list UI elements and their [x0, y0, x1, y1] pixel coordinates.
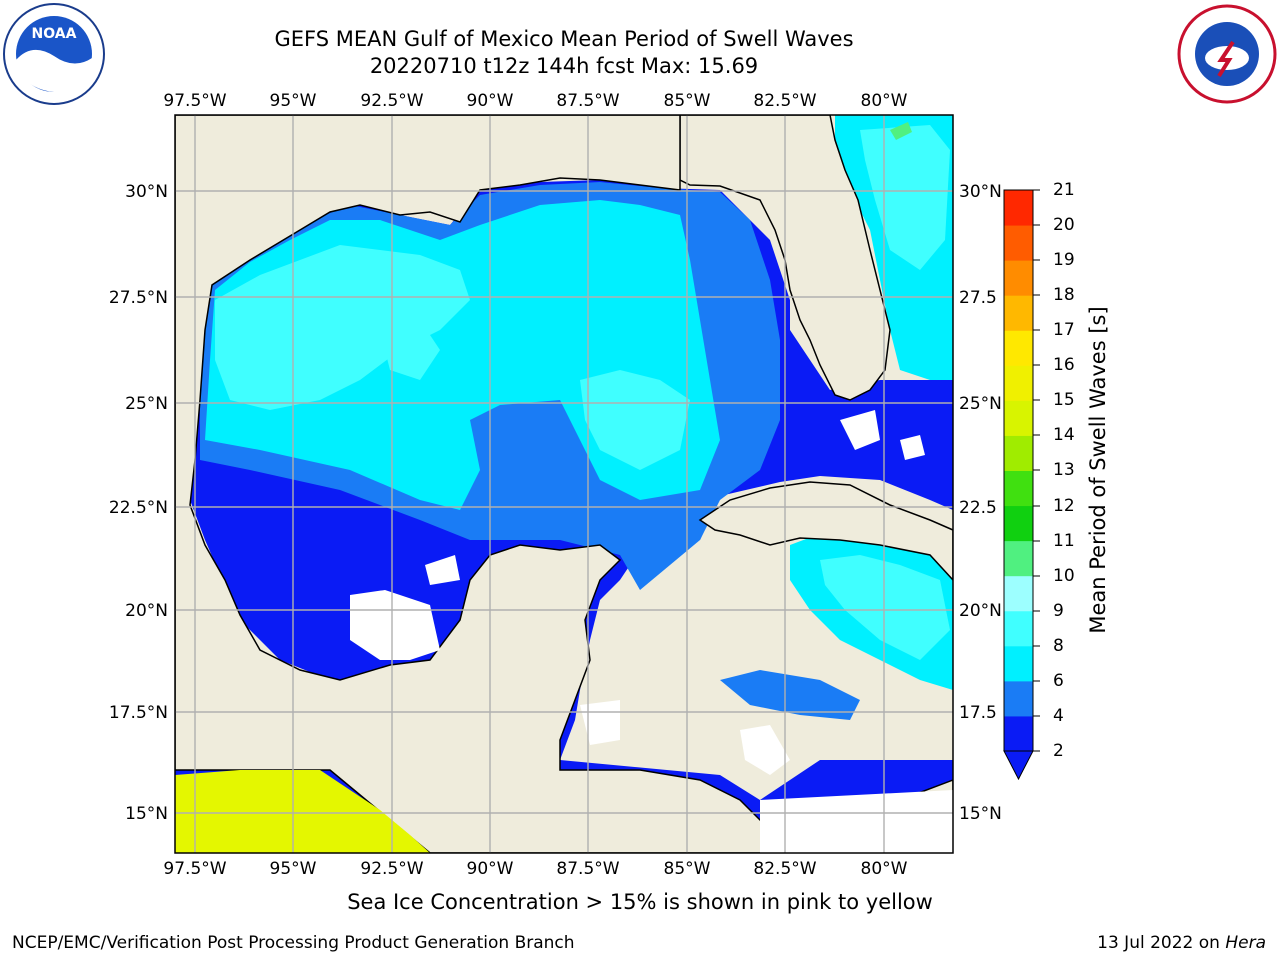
colorbar-tick-label: 4 [1053, 706, 1064, 726]
lat-tick-label: 20°N [125, 601, 168, 621]
lon-tick-label: 95°W [270, 859, 317, 879]
lat-tick-label: 22.5 [959, 498, 997, 518]
lon-labels-bottom: 97.5°W 95°W 92.5°W 90°W 87.5°W 85°W 82.5… [163, 859, 907, 879]
lon-tick-label: 92.5°W [360, 859, 423, 879]
lat-tick-label: 30°N [959, 182, 1002, 202]
colorbar-tick-label: 9 [1053, 601, 1064, 621]
colorbar-tick-label: 17 [1053, 320, 1075, 340]
colorbar-tick-label: 8 [1053, 636, 1064, 656]
colorbar-tick-marks [1033, 189, 1040, 752]
colorbar-tick-label: 6 [1053, 671, 1064, 691]
national-weather-service-logo [1177, 4, 1277, 104]
colorbar-segment [1004, 505, 1033, 542]
lat-tick-label: 20°N [959, 601, 1002, 621]
lon-tick-label: 85°W [664, 91, 711, 111]
colorbar-label: Mean Period of Swell Waves [s] [1086, 306, 1110, 634]
colorbar-tick-label: 19 [1053, 250, 1075, 270]
colorbar-segment [1004, 365, 1033, 401]
map-frame [174, 114, 954, 854]
footer-host: Hera [1225, 933, 1266, 953]
lon-tick-label: 90°W [467, 91, 514, 111]
lon-tick-label: 87.5°W [556, 91, 619, 111]
swell-band-6-8 [215, 245, 470, 410]
colorbar-tick-label: 11 [1053, 531, 1075, 551]
colorbar-tick-label: 21 [1053, 180, 1075, 200]
lon-tick-label: 90°W [467, 859, 514, 879]
footer-date-text: 13 Jul 2022 on [1097, 933, 1220, 953]
sea-ice-caption: Sea Ice Concentration > 15% is shown in … [347, 890, 933, 914]
colorbar-segment [1004, 645, 1033, 682]
lat-tick-label: 25°N [959, 394, 1002, 414]
colorbar-tick-label: 13 [1053, 460, 1075, 480]
colorbar-tick-label: 12 [1053, 496, 1075, 516]
colorbar-segment [1004, 715, 1033, 752]
colorbar-tick-label: 10 [1053, 566, 1075, 586]
lat-tick-label: 15°N [959, 804, 1002, 824]
lat-tick-label: 15°N [125, 804, 168, 824]
colorbar-extend-arrow [1003, 750, 1034, 781]
colorbar [1004, 190, 1033, 752]
lat-tick-label: 17.5°N [109, 703, 168, 723]
lon-tick-label: 80°W [861, 91, 908, 111]
lon-tick-label: 92.5°W [360, 91, 423, 111]
lat-tick-label: 25°N [125, 394, 168, 414]
colorbar-segment [1004, 225, 1033, 261]
lat-tick-label: 27.5°N [109, 288, 168, 308]
lon-labels-top: 97.5°W 95°W 92.5°W 90°W 87.5°W 85°W 82.5… [163, 91, 907, 111]
noaa-logo: NOAA [3, 3, 105, 105]
sea-ice-field [175, 770, 430, 853]
colorbar-segment [1004, 435, 1033, 471]
lat-labels-right: 30°N 27.5 25°N 22.5 20°N 17.5 15°N [959, 182, 1002, 824]
colorbar-tick-label: 20 [1053, 215, 1075, 235]
colorbar-segment [1004, 260, 1033, 296]
colorbar-segment [1004, 540, 1033, 577]
lon-tick-label: 82.5°W [753, 859, 816, 879]
colorbar-segment [1004, 295, 1033, 331]
colorbar-segment [1004, 575, 1033, 612]
lon-tick-label: 95°W [270, 91, 317, 111]
chart-subtitle: 20220710 t12z 144h fcst Max: 15.69 [369, 54, 759, 78]
map-area [175, 115, 953, 853]
lon-tick-label: 80°W [861, 859, 908, 879]
lon-tick-label: 97.5°W [163, 91, 226, 111]
svg-text:NOAA: NOAA [32, 26, 77, 42]
colorbar-segment [1004, 680, 1033, 717]
lat-tick-label: 22.5°N [109, 498, 168, 518]
colorbar-segment [1004, 190, 1033, 226]
lat-tick-label: 17.5 [959, 703, 997, 723]
colorbar-tick-label: 14 [1053, 425, 1075, 445]
lat-tick-label: 27.5 [959, 288, 997, 308]
footer-credit: NCEP/EMC/Verification Post Processing Pr… [12, 933, 575, 953]
colorbar-tick-label: 18 [1053, 285, 1075, 305]
no-data-patch [350, 590, 440, 660]
colorbar-tick-label: 16 [1053, 355, 1075, 375]
footer-date: 13 Jul 2022 on Hera [1097, 933, 1266, 953]
colorbar-segment [1004, 470, 1033, 507]
lon-tick-label: 85°W [664, 859, 711, 879]
lon-tick-label: 82.5°W [753, 91, 816, 111]
colorbar-segment [1004, 610, 1033, 647]
lon-tick-label: 87.5°W [556, 859, 619, 879]
colorbar-tick-label: 2 [1053, 741, 1064, 761]
colorbar-segment [1004, 330, 1033, 366]
graticule [175, 115, 953, 853]
lat-tick-label: 30°N [125, 182, 168, 202]
lon-tick-label: 97.5°W [163, 859, 226, 879]
chart-title: GEFS MEAN Gulf of Mexico Mean Period of … [274, 27, 854, 51]
lat-labels-left: 30°N 27.5°N 25°N 22.5°N 20°N 17.5°N 15°N [109, 182, 168, 824]
colorbar-tick-label: 15 [1053, 390, 1075, 410]
colorbar-segment [1004, 400, 1033, 436]
